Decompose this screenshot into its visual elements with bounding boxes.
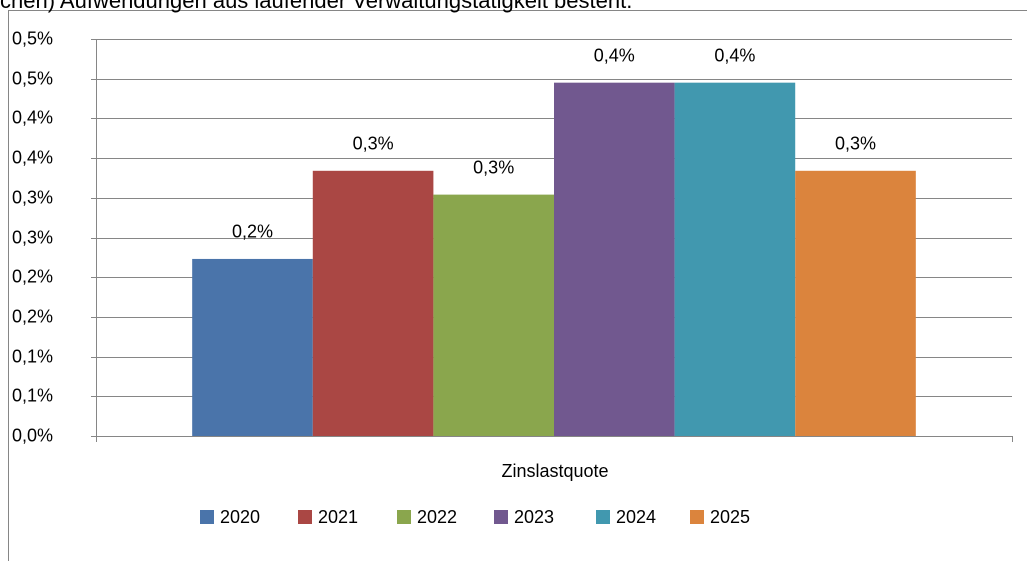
y-tick-label: 0,5% [12,28,53,48]
legend-swatch [690,510,704,524]
legend-swatch [397,510,411,524]
border-gap [8,0,838,10]
bar [674,82,796,437]
legend-label: 2021 [318,507,358,527]
x-axis-label: Zinslastquote [501,461,608,481]
bar [192,258,313,436]
legend-label: 2025 [710,507,750,527]
y-tick-label: 0,3% [12,227,53,247]
legend-label: 2020 [220,507,260,527]
y-tick-label: 0,4% [12,107,53,127]
bar [554,82,675,437]
y-tick-label: 0,1% [12,385,53,405]
data-label: 0,4% [594,45,635,65]
legend-swatch [200,510,214,524]
y-tick-label: 0,1% [12,346,53,366]
legend-swatch [494,510,508,524]
bar [433,194,554,436]
data-label: 0,3% [835,134,876,154]
data-label: 0,3% [473,157,514,177]
legend-label: 2022 [417,507,457,527]
legend-swatch [298,510,312,524]
bar [312,170,434,436]
y-tick-label: 0,2% [12,266,53,286]
header-text: chen) Aufwendungen aus laufender Verwalt… [0,0,632,13]
data-label: 0,3% [353,134,394,154]
y-tick-label: 0,2% [12,306,53,326]
legend-label: 2023 [514,507,554,527]
data-label: 0,2% [232,222,273,242]
y-tick-label: 0,3% [12,187,53,207]
legend-label: 2024 [616,507,656,527]
y-tick-label: 0,5% [12,68,53,88]
y-tick-label: 0,0% [12,425,53,445]
y-tick-label: 0,4% [12,147,53,167]
bar [795,170,916,436]
legend-swatch [596,510,610,524]
data-label: 0,4% [714,45,755,65]
